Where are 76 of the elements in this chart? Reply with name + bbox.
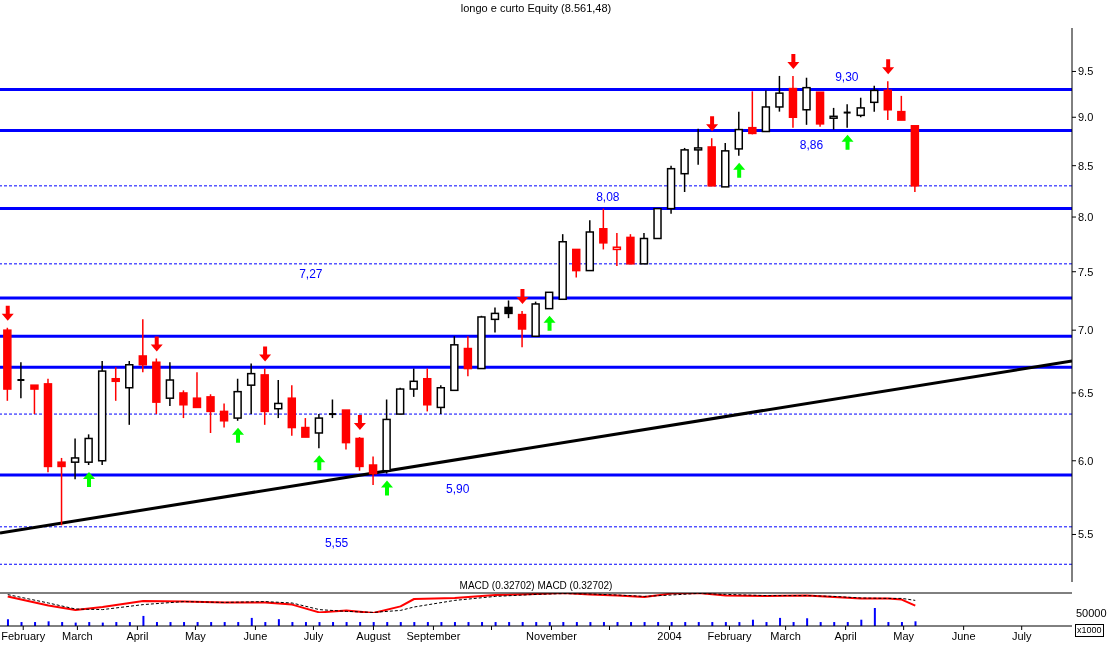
x-tick-label: July (303, 629, 324, 642)
text: x1000 (1075, 624, 1104, 637)
candlestick (436, 384, 446, 415)
x-tick-label: 2004 (657, 629, 682, 642)
x-tick-label: June (951, 629, 976, 642)
candlestick (16, 361, 26, 399)
ref-line-label: 9,30 (835, 70, 859, 85)
candlestick (57, 457, 66, 527)
x-tick-label: September (406, 629, 461, 642)
y-tick-label: 8.5 (1078, 159, 1094, 172)
y-tick-label: 8.0 (1078, 210, 1094, 223)
candlestick (70, 437, 80, 481)
y-tick-label: 9.5 (1078, 65, 1094, 78)
x-tick-label: August (356, 629, 391, 642)
candlestick (301, 417, 310, 438)
bar (873, 608, 876, 626)
candlestick (897, 95, 906, 121)
x-tick-label: April (834, 629, 857, 642)
candlestick (748, 90, 757, 136)
candlestick (802, 76, 811, 126)
candlestick (138, 318, 148, 374)
x-tick-label: April (126, 629, 149, 642)
candlestick (125, 360, 134, 426)
candlestick (693, 127, 703, 166)
candlestick (842, 103, 852, 129)
candlestick (829, 107, 838, 131)
candlestick (111, 366, 120, 402)
candlestick (734, 110, 744, 157)
ref-line-label: 8,08 (596, 189, 620, 204)
x-tick-label: February (1, 629, 46, 642)
y-tick-label: 7.0 (1078, 324, 1094, 337)
candlestick (870, 85, 879, 113)
candlestick (612, 232, 622, 267)
x-tick-label: May (893, 629, 915, 642)
candlestick (517, 310, 527, 349)
candlestick (680, 147, 689, 193)
candlestick (883, 80, 893, 121)
x-tick-label: November (526, 629, 578, 642)
x-tick-label: March (62, 629, 93, 642)
candlestick (409, 367, 418, 398)
candlestick (179, 389, 188, 419)
candlestick (246, 362, 256, 415)
candlestick (84, 433, 93, 466)
candlestick (775, 75, 784, 113)
y-tick-label: 6.0 (1078, 454, 1094, 467)
ref-line-label: 5,90 (446, 482, 470, 497)
chart-title: MACD (0.32702) MACD (0.32702) (458, 580, 614, 591)
candlestick (463, 335, 473, 377)
candlestick (368, 455, 378, 486)
y-tick-label: 6.5 (1078, 386, 1094, 399)
x-tick-label: May (185, 629, 207, 642)
y-tick-label: 9.0 (1078, 111, 1094, 124)
candlestick (314, 413, 324, 449)
x-tick-label: July (1011, 629, 1032, 642)
ref-line-label: 5,55 (324, 535, 349, 550)
y-tick-label: 5.5 (1078, 528, 1094, 541)
bar (142, 615, 145, 626)
candlestick (856, 96, 865, 119)
chart-title: longo e curto Equity (8.561,48) (459, 2, 613, 14)
text: 50000 (1075, 607, 1108, 619)
bar (806, 618, 809, 626)
candlestick (490, 306, 500, 334)
candlestick (30, 384, 39, 415)
candlestick (572, 248, 581, 279)
candlestick (192, 371, 202, 409)
candlestick (599, 207, 608, 251)
x-tick-label: March (770, 629, 801, 642)
y-tick-label: 7.5 (1078, 265, 1094, 278)
ref-line-label: 7,27 (299, 267, 323, 282)
candlestick (327, 398, 337, 419)
x-tick-label: June (243, 629, 268, 642)
x-tick-label: February (707, 629, 752, 642)
candlestick (219, 402, 229, 429)
candlestick (165, 361, 175, 407)
candlestick (206, 393, 215, 434)
ref-line-label: 8,86 (799, 137, 824, 152)
